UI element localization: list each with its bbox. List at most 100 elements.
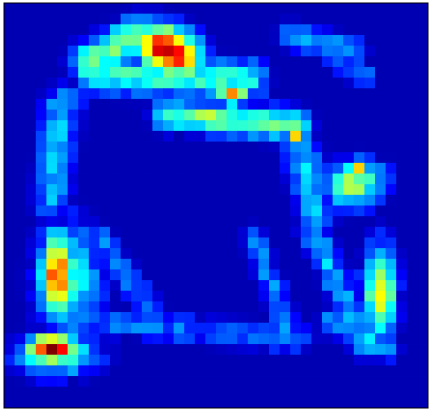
heatmap-cell bbox=[57, 120, 68, 132]
heatmap-cell bbox=[78, 152, 90, 164]
heatmap-cell bbox=[322, 194, 333, 206]
heatmap-cell bbox=[406, 397, 418, 409]
heatmap-cell bbox=[35, 312, 47, 324]
heatmap-cell bbox=[353, 88, 365, 100]
heatmap-cell bbox=[353, 152, 365, 164]
heatmap-cell bbox=[322, 56, 333, 68]
heatmap-cell bbox=[311, 162, 323, 174]
heatmap-cell bbox=[364, 66, 376, 79]
heatmap-cell bbox=[205, 3, 217, 15]
heatmap-cell bbox=[152, 237, 164, 249]
heatmap-cell bbox=[131, 344, 143, 356]
heatmap-cell bbox=[194, 205, 206, 217]
heatmap-cell bbox=[385, 194, 397, 206]
heatmap-cell bbox=[311, 248, 323, 260]
heatmap-cell bbox=[343, 237, 355, 249]
heatmap-cell bbox=[343, 13, 355, 25]
heatmap-cell bbox=[173, 34, 185, 47]
heatmap-cell bbox=[131, 376, 143, 388]
heatmap-cell bbox=[375, 88, 386, 100]
heatmap-cell bbox=[141, 173, 153, 185]
heatmap-cell bbox=[396, 322, 408, 334]
heatmap-cell bbox=[25, 237, 37, 249]
heatmap-cell bbox=[375, 66, 386, 79]
heatmap-cell bbox=[332, 376, 344, 388]
heatmap-cell bbox=[216, 194, 227, 206]
heatmap-cell bbox=[14, 184, 26, 196]
heatmap-cell bbox=[14, 77, 26, 89]
heatmap-cell bbox=[14, 205, 26, 217]
heatmap-cell bbox=[364, 152, 376, 164]
heatmap-cell bbox=[226, 280, 238, 292]
heatmap-cell bbox=[99, 24, 111, 36]
heatmap-cell bbox=[258, 205, 270, 217]
heatmap-cell bbox=[385, 3, 397, 15]
heatmap-cell bbox=[4, 184, 15, 196]
heatmap-cell bbox=[184, 354, 196, 366]
heatmap-cell bbox=[216, 162, 227, 174]
heatmap-cell bbox=[396, 397, 408, 409]
heatmap-cell bbox=[110, 184, 121, 196]
heatmap-cell bbox=[152, 34, 164, 47]
heatmap-cell bbox=[364, 322, 376, 334]
heatmap-cell bbox=[258, 237, 270, 249]
heatmap-cell bbox=[131, 184, 143, 196]
heatmap-cell bbox=[290, 173, 302, 185]
heatmap-cell bbox=[46, 24, 58, 36]
heatmap-cell bbox=[205, 312, 217, 324]
heatmap-cell bbox=[35, 34, 47, 47]
heatmap-cell bbox=[269, 290, 280, 302]
heatmap-cell bbox=[35, 184, 47, 196]
heatmap-cell bbox=[194, 248, 206, 260]
heatmap-cell bbox=[417, 354, 429, 366]
heatmap-cell bbox=[194, 66, 206, 79]
heatmap-cell bbox=[269, 322, 280, 334]
heatmap-cell bbox=[364, 290, 376, 302]
heatmap-cell bbox=[4, 141, 15, 153]
heatmap-cell bbox=[46, 3, 58, 15]
heatmap-cell bbox=[67, 109, 79, 121]
heatmap-cell bbox=[141, 312, 153, 324]
heatmap-cell bbox=[131, 13, 143, 25]
heatmap-cell bbox=[247, 88, 259, 100]
heatmap-cell bbox=[88, 205, 100, 217]
heatmap-cell bbox=[406, 269, 418, 281]
heatmap-cell bbox=[375, 386, 386, 398]
heatmap-cell bbox=[385, 66, 397, 79]
heatmap-cell bbox=[396, 162, 408, 174]
heatmap-cell bbox=[258, 109, 270, 121]
heatmap-cell bbox=[279, 301, 291, 313]
heatmap-cell bbox=[99, 66, 111, 79]
heatmap-cell bbox=[226, 45, 238, 57]
heatmap-cell bbox=[163, 280, 174, 292]
heatmap-cell bbox=[67, 77, 79, 89]
heatmap-cell bbox=[226, 130, 238, 142]
heatmap-cell bbox=[226, 365, 238, 377]
heatmap-cell bbox=[99, 13, 111, 25]
heatmap-cell bbox=[163, 226, 174, 238]
heatmap-cell bbox=[194, 386, 206, 398]
heatmap-cell bbox=[4, 301, 15, 313]
heatmap-cell bbox=[258, 13, 270, 25]
heatmap-cell bbox=[131, 248, 143, 260]
heatmap-cell bbox=[258, 397, 270, 409]
heatmap-cell bbox=[279, 34, 291, 47]
heatmap-cell bbox=[120, 77, 132, 89]
heatmap-cell bbox=[131, 280, 143, 292]
heatmap-cell bbox=[311, 354, 323, 366]
heatmap-cell bbox=[353, 77, 365, 89]
heatmap-cell bbox=[173, 344, 185, 356]
heatmap-cell bbox=[247, 98, 259, 110]
heatmap-cell bbox=[311, 66, 323, 79]
heatmap-cell bbox=[322, 226, 333, 238]
heatmap-cell bbox=[4, 205, 15, 217]
heatmap-cell bbox=[163, 205, 174, 217]
heatmap-cell bbox=[131, 216, 143, 228]
heatmap-cell bbox=[173, 280, 185, 292]
heatmap-cell bbox=[152, 56, 164, 68]
heatmap-cell bbox=[300, 354, 312, 366]
heatmap-cell bbox=[205, 290, 217, 302]
heatmap-cell bbox=[14, 162, 26, 174]
heatmap-cell bbox=[110, 109, 121, 121]
heatmap-cell bbox=[141, 109, 153, 121]
